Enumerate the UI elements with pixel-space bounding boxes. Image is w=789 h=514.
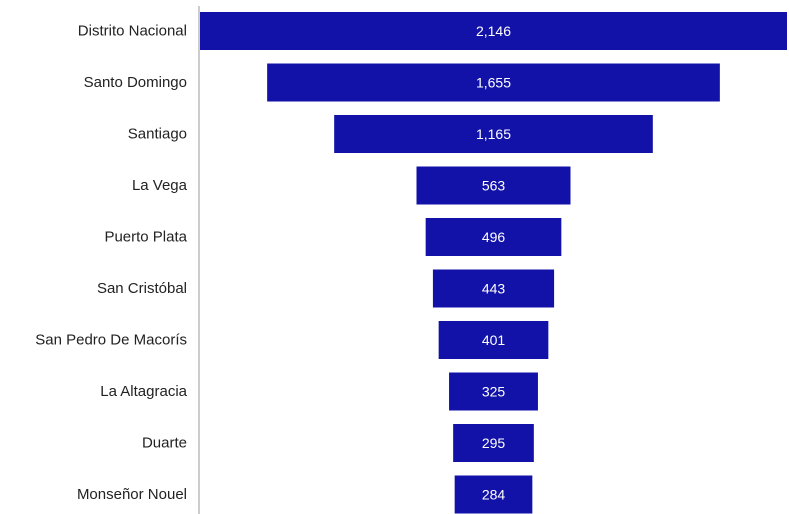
category-label: Puerto Plata: [104, 229, 187, 246]
category-label: San Cristóbal: [97, 280, 187, 297]
funnel-bar: [449, 372, 538, 411]
funnel-bar: [200, 12, 787, 50]
funnel-bar: [453, 424, 534, 462]
value-label: 325: [482, 384, 506, 400]
category-label: Duarte: [142, 435, 187, 452]
category-label: La Altagracia: [100, 383, 187, 400]
funnel-bar: [416, 166, 571, 205]
category-label: San Pedro De Macorís: [35, 332, 187, 349]
funnel-bar: [334, 115, 653, 153]
funnel-bar: [267, 63, 720, 102]
category-label: Distrito Nacional: [78, 23, 187, 40]
category-label: Santiago: [128, 126, 187, 143]
value-label: 2,146: [476, 23, 511, 39]
category-label: Santo Domingo: [84, 74, 187, 91]
funnel-bar: [425, 218, 562, 256]
funnel-bar: [454, 475, 533, 514]
value-label: 284: [482, 487, 506, 503]
value-label: 401: [482, 332, 506, 348]
value-label: 443: [482, 281, 506, 297]
funnel-bar: [438, 321, 549, 359]
value-label: 496: [482, 229, 506, 245]
category-label: Monseñor Nouel: [77, 486, 187, 503]
value-label: 295: [482, 435, 506, 451]
value-label: 1,165: [476, 126, 511, 142]
funnel-bar: [432, 269, 555, 308]
value-label: 1,655: [476, 75, 511, 91]
category-label: La Vega: [132, 177, 188, 194]
value-label: 563: [482, 178, 506, 194]
